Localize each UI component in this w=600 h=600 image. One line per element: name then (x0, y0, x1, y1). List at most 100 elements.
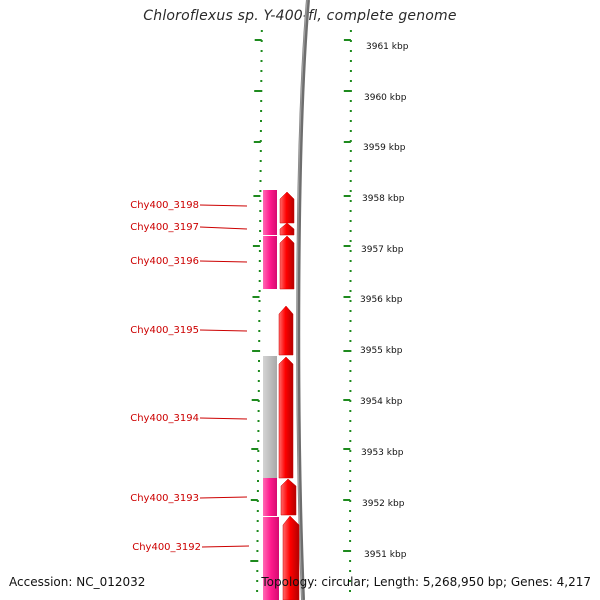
right-axis-dot (349, 420, 352, 422)
left-dotted-axis (250, 30, 263, 592)
left-axis-dot (258, 300, 261, 302)
right-axis-dot (349, 110, 352, 112)
right-axis-dot (349, 330, 352, 332)
right-axis-dot (349, 430, 352, 432)
gene-label-chy400-3193[interactable]: Chy400_3193 (130, 493, 199, 504)
tick-label-3958: 3958 kbp (362, 194, 405, 204)
right-axis-dot (349, 380, 352, 382)
left-axis-dot (256, 540, 259, 542)
gene-arrow-chy400-3197[interactable] (279, 222, 295, 236)
right-axis-dot (349, 540, 352, 542)
left-axis-dot (259, 150, 262, 152)
gene-label-chy400-3197[interactable]: Chy400_3197 (130, 222, 199, 233)
right-axis-dot (349, 50, 352, 52)
left-axis-dot (258, 320, 261, 322)
cog-bar-chy400-3197-3196 (263, 236, 277, 289)
left-axis-dot (257, 460, 260, 462)
right-axis-dot (349, 340, 352, 342)
gene-label-chy400-3194[interactable]: Chy400_3194 (130, 413, 199, 424)
leader-line-chy400-3195 (199, 329, 248, 332)
genome-title: Chloroflexus sp. Y-400-fl, complete geno… (143, 8, 457, 24)
left-axis-major-tick (252, 296, 260, 298)
left-axis-dot (256, 590, 259, 592)
right-axis-dot (349, 130, 352, 132)
right-axis-dot (349, 180, 352, 182)
left-axis-dot (257, 380, 260, 382)
gene-labels: Chy400_3198 Chy400_3197 Chy400_3196 Chy4… (130, 200, 250, 553)
left-axis-major-tick (252, 350, 260, 352)
left-axis-dot (256, 490, 259, 492)
tick-label-3960: 3960 kbp (364, 93, 407, 103)
gene-arrow-chy400-3194[interactable] (278, 356, 294, 479)
left-axis-dot (259, 160, 262, 162)
right-axis-dot (349, 490, 352, 492)
gene-arrows (278, 191, 300, 600)
right-axis-dot (349, 230, 352, 232)
left-axis-dot (258, 360, 260, 362)
left-axis-dot (260, 30, 263, 32)
gene-arrow-chy400-3198[interactable] (279, 191, 295, 224)
tick-label-3954: 3954 kbp (360, 397, 403, 407)
tick-label-3953: 3953 kbp (361, 448, 404, 458)
leader-line-chy400-3193 (199, 496, 248, 499)
gene-arrow-chy400-3193[interactable] (280, 478, 297, 516)
right-axis-dot (349, 250, 352, 252)
right-axis-major-tick (343, 39, 351, 41)
right-axis-dot (349, 70, 352, 72)
gene-label-chy400-3198[interactable]: Chy400_3198 (130, 200, 199, 211)
right-axis-dot (349, 480, 352, 482)
left-axis-major-tick (254, 90, 262, 92)
gene-arrow-chy400-3196[interactable] (279, 235, 295, 290)
left-axis-dot (257, 440, 260, 442)
left-axis-dot (257, 390, 260, 392)
right-axis-dot (349, 560, 352, 562)
right-axis-dot (349, 60, 352, 62)
gene-arrow-chy400-3195[interactable] (278, 305, 294, 356)
left-axis-dot (257, 410, 260, 412)
tick-label-3952: 3952 kbp (362, 499, 405, 509)
right-axis-dot (349, 270, 352, 272)
left-axis-dot (257, 470, 260, 472)
cog-bar-chy400-3194 (263, 356, 277, 478)
right-axis-major-tick (343, 550, 351, 552)
left-axis-dot (259, 170, 262, 172)
right-dotted-axis (343, 30, 352, 592)
right-axis-dot (349, 90, 352, 92)
left-axis-dot (259, 130, 262, 132)
right-axis-dot (349, 260, 352, 262)
left-axis-dot (260, 80, 263, 82)
right-axis-major-tick (343, 195, 351, 197)
left-axis-major-tick (252, 245, 260, 247)
leader-line-chy400-3196 (199, 260, 248, 263)
tick-label-3956: 3956 kbp (360, 295, 403, 305)
accession-text: Accession: NC_012032 (9, 575, 146, 589)
left-axis-dot (260, 50, 263, 52)
right-axis-dot (349, 300, 352, 302)
gene-arrow-chy400-3192[interactable] (282, 515, 300, 600)
left-axis-major-tick (253, 195, 261, 197)
leader-line-chy400-3197 (199, 226, 248, 230)
left-axis-dot (260, 90, 263, 92)
gene-label-chy400-3192[interactable]: Chy400_3192 (132, 542, 201, 553)
left-axis-dot (258, 280, 261, 282)
topology-text: Topology: circular; Length: 5,268,950 bp… (261, 575, 591, 589)
cog-bar-chy400-3198 (263, 190, 277, 235)
right-axis-dot (349, 100, 352, 102)
left-axis-dot (258, 290, 261, 292)
right-axis-dot (349, 450, 352, 452)
left-axis-dot (259, 190, 262, 192)
right-axis-dot (349, 220, 352, 222)
right-axis-dot (349, 470, 352, 472)
leader-line-chy400-3192 (201, 545, 250, 548)
left-axis-dot (256, 520, 259, 522)
left-axis-dot (259, 220, 262, 222)
left-axis-dot (257, 450, 260, 452)
gene-label-chy400-3195[interactable]: Chy400_3195 (130, 325, 199, 336)
right-axis-dot (349, 80, 352, 82)
tick-label-3959: 3959 kbp (363, 143, 406, 153)
left-axis-dot (259, 180, 262, 182)
gene-label-chy400-3196[interactable]: Chy400_3196 (130, 256, 199, 267)
right-axis-major-tick (343, 350, 351, 352)
right-axis-dot (349, 390, 352, 392)
